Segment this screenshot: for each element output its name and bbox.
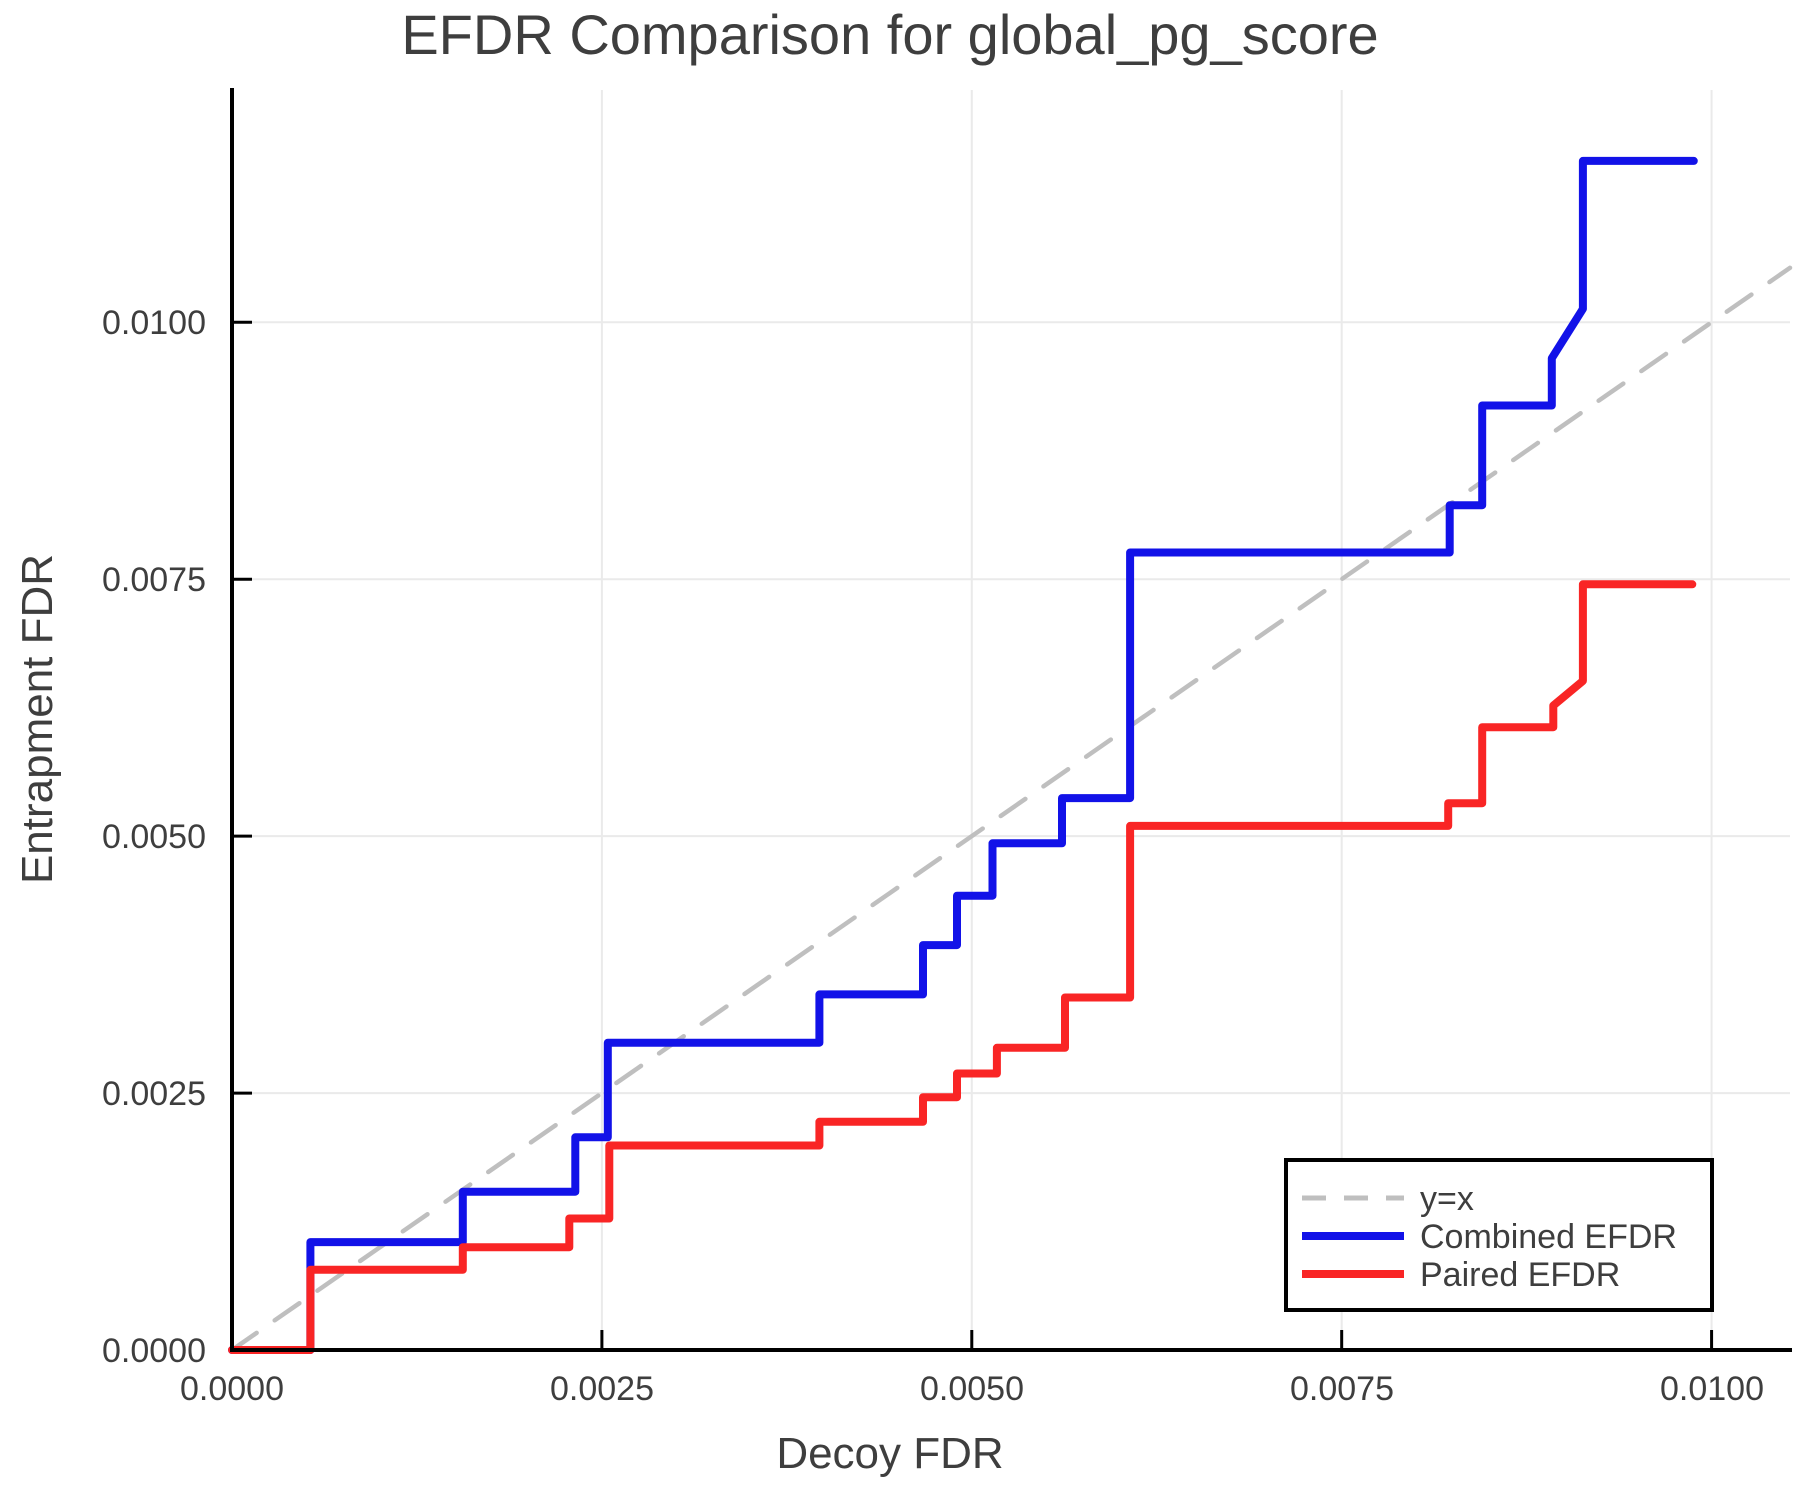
y-tick-label: 0.0025 bbox=[102, 1075, 206, 1113]
legend-label-identity: y=x bbox=[1420, 1180, 1474, 1218]
chart-title: EFDR Comparison for global_pg_score bbox=[401, 3, 1378, 66]
y-tick-label: 0.0100 bbox=[102, 304, 206, 342]
identity-line bbox=[229, 265, 1793, 1353]
legend-label-paired: Paired EFDR bbox=[1420, 1256, 1620, 1294]
y-tick-label: 0.0050 bbox=[102, 818, 206, 856]
plot-series bbox=[228, 156, 1793, 1354]
x-tick-label: 0.0100 bbox=[1660, 1370, 1764, 1408]
y-axis-label: Entrapment FDR bbox=[13, 554, 62, 884]
x-tick-label: 0.0075 bbox=[1290, 1370, 1394, 1408]
y-tick-label: 0.0075 bbox=[102, 561, 206, 599]
x-tick-label: 0.0000 bbox=[180, 1370, 284, 1408]
x-tick-label: 0.0025 bbox=[550, 1370, 654, 1408]
legend: y=x Combined EFDR Paired EFDR bbox=[1284, 1158, 1714, 1312]
combined-efdr-line bbox=[228, 156, 1698, 1354]
y-tick-label: 0.0000 bbox=[102, 1332, 206, 1370]
legend-label-combined: Combined EFDR bbox=[1420, 1218, 1677, 1256]
paired-efdr-line bbox=[228, 580, 1697, 1354]
x-tick-label: 0.0050 bbox=[920, 1370, 1024, 1408]
x-tick-labels: 0.0000 0.0025 0.0050 0.0075 0.0100 bbox=[180, 1370, 1764, 1408]
y-tick-labels: 0.0000 0.0025 0.0050 0.0075 0.0100 bbox=[102, 304, 206, 1370]
x-axis-label: Decoy FDR bbox=[776, 1429, 1003, 1478]
